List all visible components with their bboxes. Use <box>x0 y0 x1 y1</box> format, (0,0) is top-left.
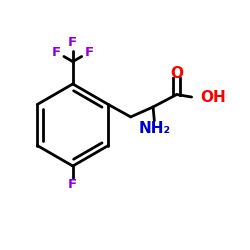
Text: F: F <box>68 36 77 50</box>
Text: NH₂: NH₂ <box>138 120 170 136</box>
Text: F: F <box>68 178 77 191</box>
Text: F: F <box>52 46 61 59</box>
Text: O: O <box>170 66 183 81</box>
Text: OH: OH <box>200 90 226 104</box>
Text: F: F <box>84 46 94 59</box>
